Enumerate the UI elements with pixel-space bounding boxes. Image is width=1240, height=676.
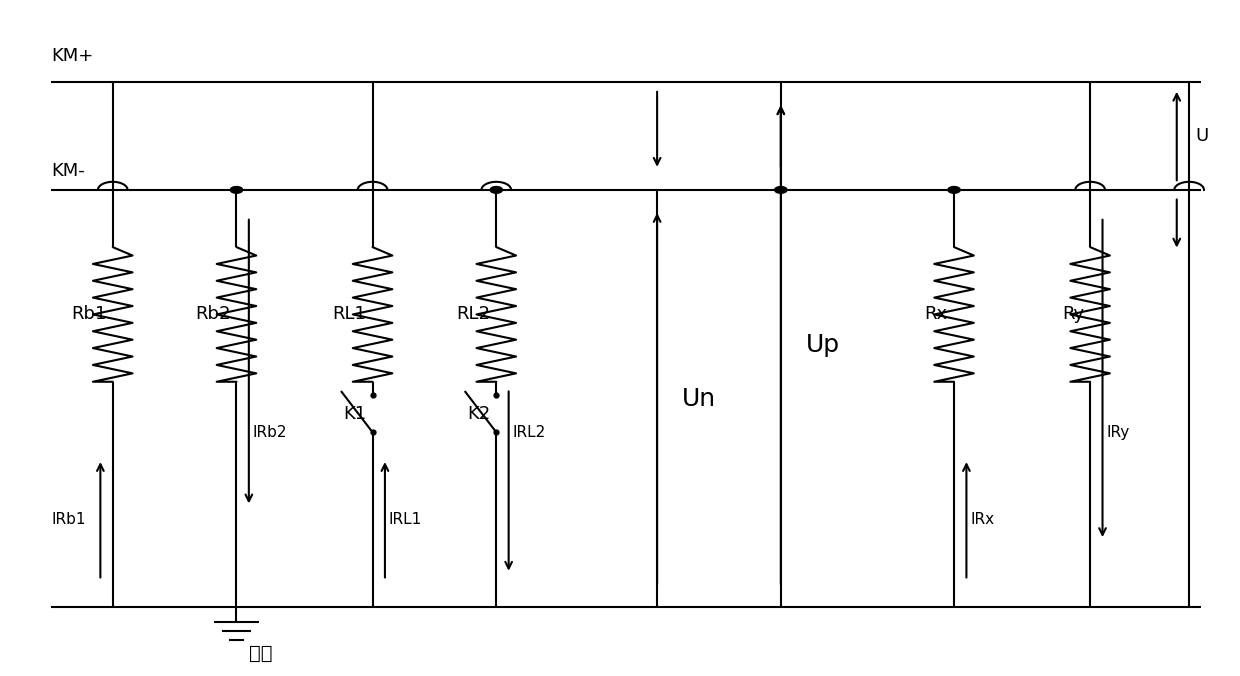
Text: Rb2: Rb2 [195,306,231,323]
Text: KM+: KM+ [51,47,93,66]
Text: IRL2: IRL2 [512,425,546,440]
Text: K1: K1 [343,405,366,422]
Circle shape [490,187,502,193]
Circle shape [775,187,787,193]
Text: Up: Up [806,333,839,357]
Text: RL1: RL1 [332,306,366,323]
Text: IRL1: IRL1 [388,512,422,527]
Circle shape [231,187,243,193]
Text: U: U [1195,127,1209,145]
Text: Ry: Ry [1061,306,1084,323]
Text: KM-: KM- [51,162,84,180]
Text: Rb1: Rb1 [71,306,107,323]
Text: RL2: RL2 [456,306,490,323]
Circle shape [947,187,960,193]
Text: 大地: 大地 [249,644,273,663]
Text: IRy: IRy [1106,425,1130,440]
Text: K2: K2 [466,405,490,422]
Text: IRb2: IRb2 [253,425,286,440]
Text: Un: Un [682,387,715,410]
Text: IRb1: IRb1 [51,512,86,527]
Text: IRx: IRx [970,512,994,527]
Text: Rx: Rx [925,306,947,323]
